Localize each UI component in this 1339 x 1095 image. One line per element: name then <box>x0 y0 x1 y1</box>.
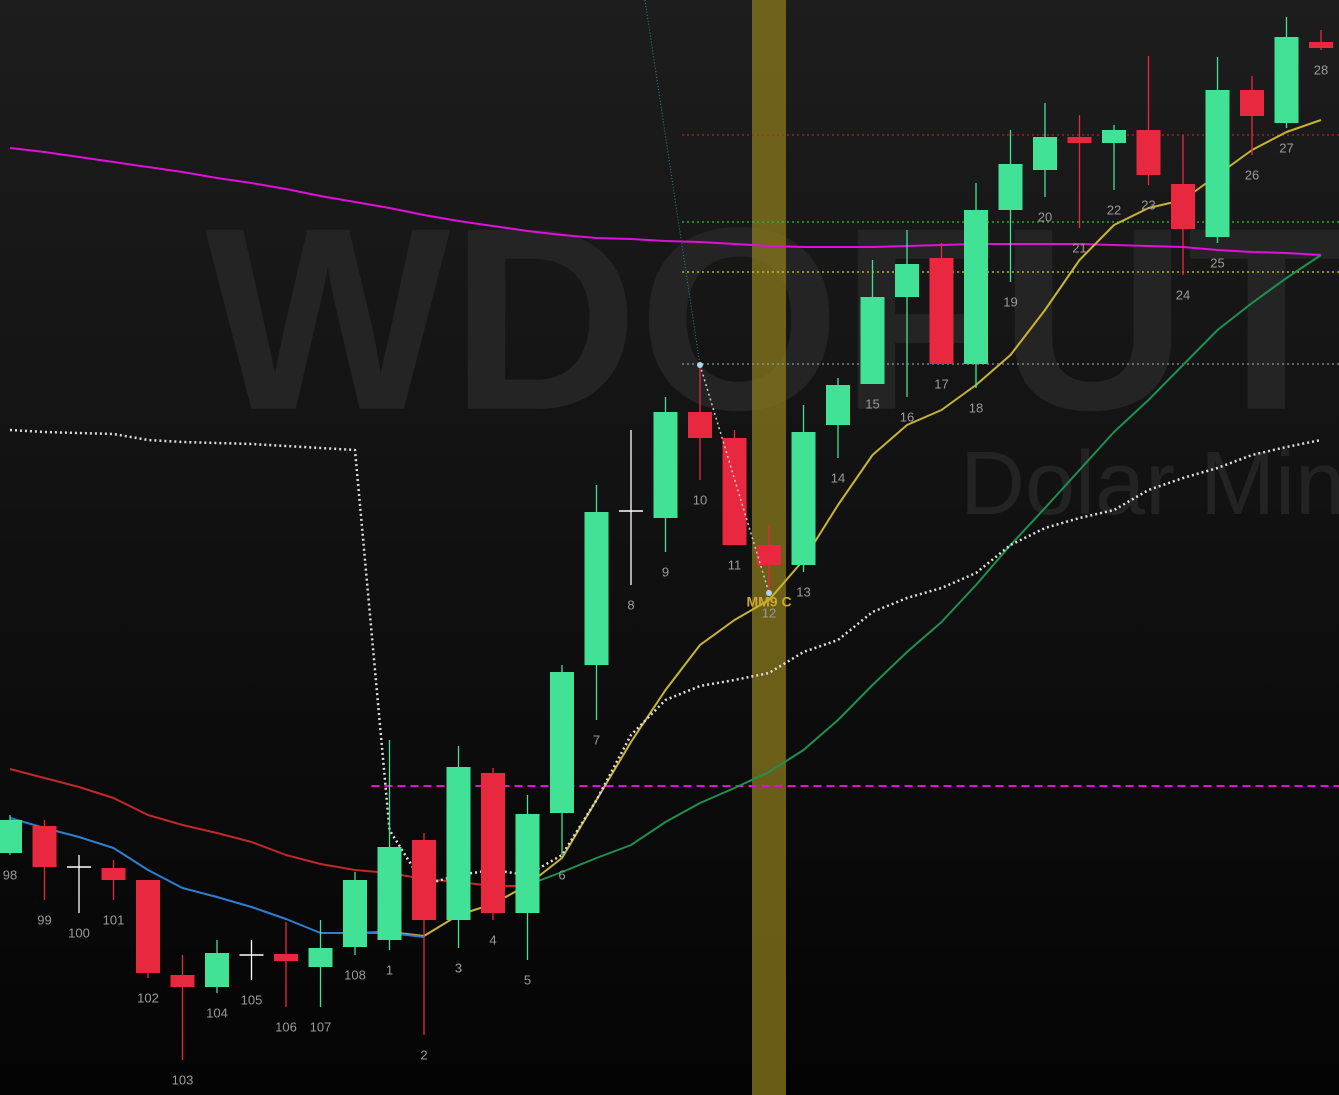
candle-body <box>722 438 747 545</box>
candle-body <box>998 164 1023 210</box>
candle-body <box>791 432 816 565</box>
candle-body <box>1205 90 1230 237</box>
candle-label: 106 <box>275 1019 297 1034</box>
candle-label: 22 <box>1107 202 1121 217</box>
candle-label: 101 <box>103 912 125 927</box>
candle-label: 18 <box>969 400 983 415</box>
candle-label: 3 <box>455 960 462 975</box>
candle-body <box>1171 184 1195 229</box>
candle-body <box>550 672 574 813</box>
candle-label: 7 <box>593 732 600 747</box>
candle-body <box>757 545 781 565</box>
candle-body <box>1309 42 1333 48</box>
candle-body <box>1240 90 1264 116</box>
candle-body <box>860 297 885 384</box>
candle-body <box>412 840 436 920</box>
candle-label: 19 <box>1003 294 1017 309</box>
candle-body <box>515 814 540 913</box>
watermark-subtitle: Dolar Mini <box>960 434 1339 534</box>
candle-body <box>0 820 22 853</box>
candle-body <box>170 975 195 987</box>
candle-body <box>32 826 57 867</box>
candle-body <box>584 512 609 665</box>
candle-label: 4 <box>489 932 496 947</box>
candle-label: 27 <box>1279 140 1293 155</box>
candle-label: 1 <box>386 962 393 977</box>
candle-body <box>1102 130 1126 143</box>
candle-body <box>1033 137 1057 170</box>
candle-label: 8 <box>627 597 634 612</box>
candle-label: 14 <box>831 470 845 485</box>
candle-body <box>205 953 229 987</box>
candle-body <box>274 954 298 961</box>
indicator-line <box>9 147 1322 256</box>
candle-label: 6 <box>558 867 565 882</box>
candle-body <box>481 773 505 913</box>
candle-label: 10 <box>693 492 707 507</box>
candle-label: 23 <box>1141 197 1155 212</box>
candle-label: 108 <box>344 967 366 982</box>
candle-body <box>653 412 678 518</box>
candle-label: 20 <box>1038 209 1052 224</box>
candle-label: 9 <box>662 564 669 579</box>
indicator-line <box>527 254 1322 886</box>
candle-label: 16 <box>900 409 914 424</box>
annotation: MM9 C <box>746 594 791 610</box>
candle-label: 26 <box>1245 167 1259 182</box>
candle-body <box>964 210 988 364</box>
candle-body <box>1067 137 1092 143</box>
candle-body <box>895 264 919 297</box>
candle-body <box>101 868 126 880</box>
candle-body <box>1136 130 1161 175</box>
candle-label: 105 <box>241 992 263 1007</box>
candle-body <box>308 948 333 967</box>
swing-point <box>766 590 772 596</box>
candle-label: 17 <box>934 376 948 391</box>
candle-label: 28 <box>1314 62 1328 77</box>
swing-point <box>697 362 703 368</box>
candle-label: 25 <box>1210 255 1224 270</box>
candle-body <box>377 847 402 940</box>
candle-body <box>343 880 367 947</box>
candle-label: 15 <box>865 396 879 411</box>
indicator-line <box>9 428 1322 887</box>
candle-label: 11 <box>728 557 742 572</box>
candle-label: 13 <box>796 584 810 599</box>
candle-label: 5 <box>524 972 531 987</box>
candle-label: 103 <box>172 1072 194 1087</box>
candle-label: 99 <box>37 912 51 927</box>
candle-body <box>1274 37 1299 123</box>
candle-body <box>446 767 471 920</box>
candle-label: 98 <box>3 867 17 882</box>
candle-label: 102 <box>137 990 159 1005</box>
candle-label: 21 <box>1072 240 1086 255</box>
candle-label: 2 <box>420 1047 427 1062</box>
candle-label: 104 <box>206 1005 228 1020</box>
candle-body <box>136 880 160 973</box>
candle-body <box>826 385 850 425</box>
candle-label: 12 <box>762 605 776 620</box>
candle-label: 24 <box>1176 287 1190 302</box>
candle-body <box>688 412 712 438</box>
candle-label: 107 <box>310 1019 332 1034</box>
candle-body <box>929 258 954 364</box>
candle-label: 100 <box>68 925 90 940</box>
